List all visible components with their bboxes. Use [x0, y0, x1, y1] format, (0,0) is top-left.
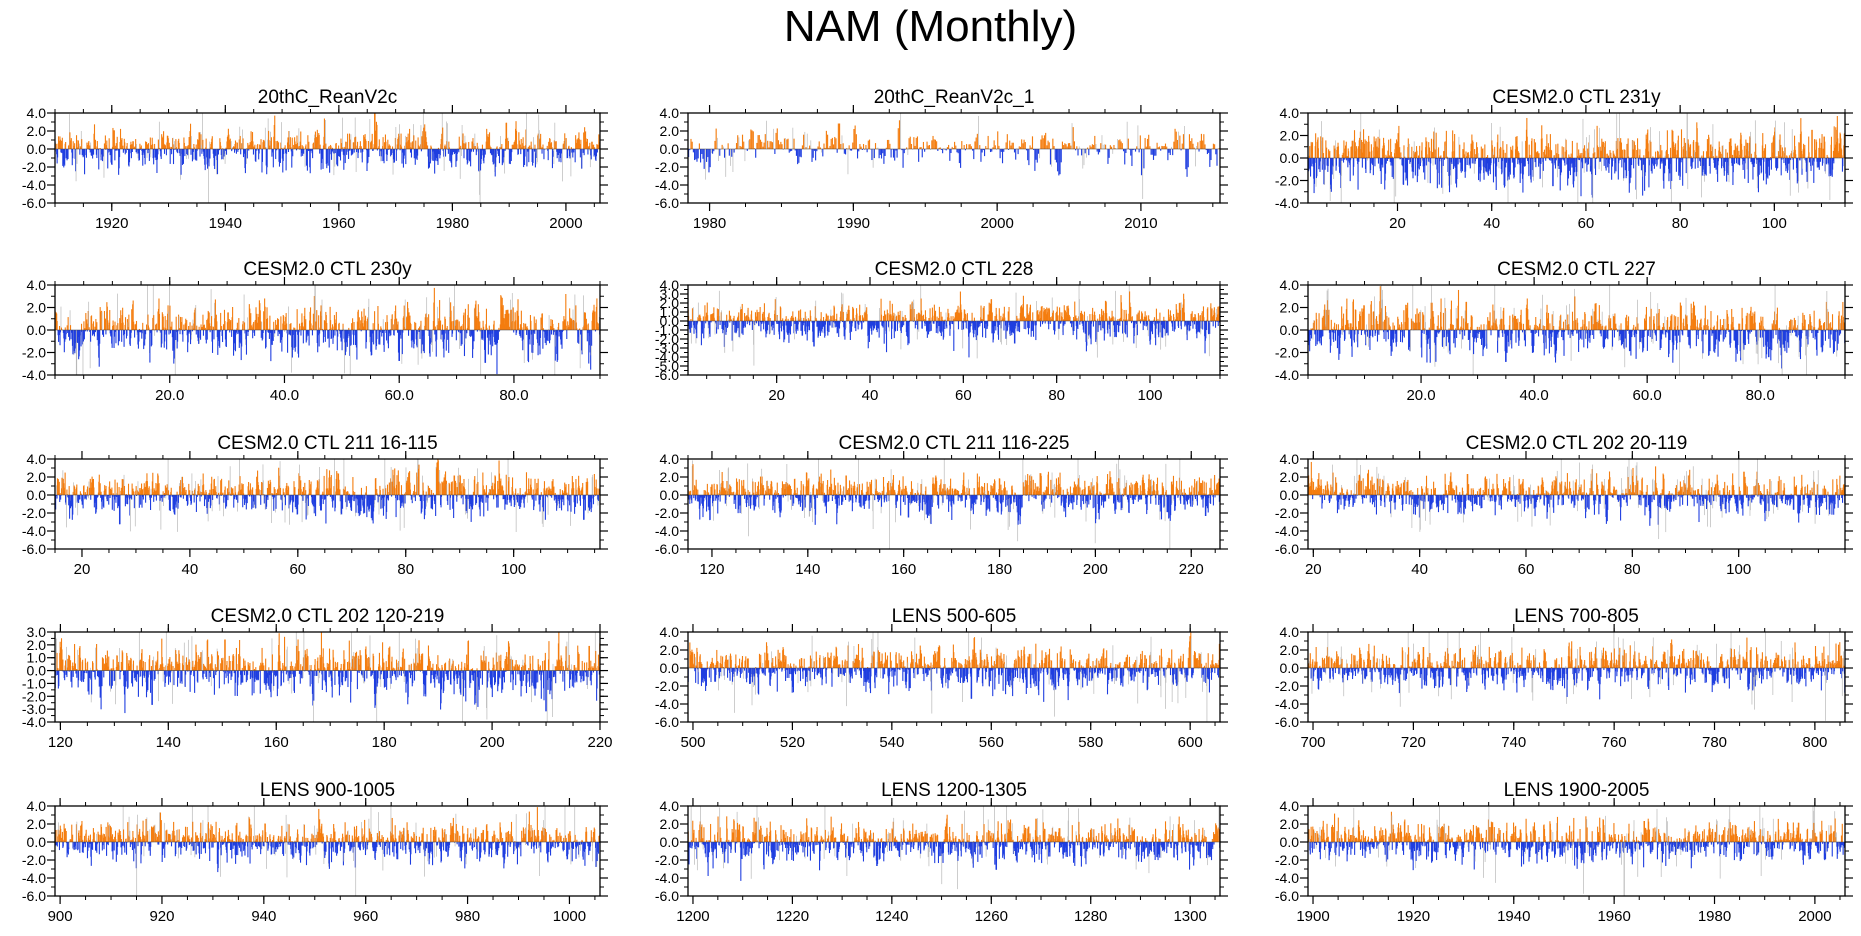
chart-panel: CESM2.0 CTL 231y 4.0 2.0 0.0 -2.0 -4.0 20 40 60 8…	[1275, 87, 1853, 232]
x-tick-label: 1980	[436, 215, 469, 232]
bar-series	[1307, 113, 1846, 203]
chart-panel: 20thC_ReanV2c 4.0 2.0 0.0 -2.0 -4.0 -6.0 1920 19…	[22, 87, 608, 232]
x-tick-label: 60	[1578, 215, 1595, 232]
y-tick-label: -2.0	[22, 345, 46, 361]
x-tick-label: 20.0	[155, 387, 184, 404]
x-tick-label: 1940	[209, 215, 242, 232]
y-tick-label: -2.0	[22, 159, 46, 175]
panel-title: 20thC_ReanV2c	[258, 87, 397, 108]
x-tick-label: 1990	[837, 215, 870, 232]
panel-title: CESM2.0 CTL 231y	[1492, 87, 1661, 108]
y-tick-label: 4.0	[660, 105, 680, 121]
chart-panel: CESM2.0 CTL 2284.03.02.01.00.0-1.0-2.0-3…	[655, 259, 1228, 404]
x-tick-label: 1980	[693, 215, 726, 232]
y-tick-label: 4.0	[27, 105, 47, 121]
x-tick-label: 1960	[322, 215, 355, 232]
x-tick-label: 2000	[549, 215, 582, 232]
x-tick-label: 100	[1762, 215, 1787, 232]
x-tick-label: 2000	[980, 215, 1013, 232]
figure-title: NAM (Monthly)	[0, 2, 1861, 52]
panel-title: CESM2.0 CTL 228	[875, 259, 1034, 280]
y-tick-label: 2.0	[1280, 128, 1300, 144]
y-tick-label: 0.0	[27, 322, 47, 338]
chart-panel: CESM2.0 CTL 230y 4.0 2.0 0.0 -2.0 -4.0 20.0 40.…	[22, 259, 608, 404]
y-tick-label: -6.0	[655, 195, 679, 211]
y-tick-label: 2.0	[27, 123, 47, 139]
panel-title: 20thC_ReanV2c_1	[874, 87, 1035, 108]
panel-frame	[687, 112, 1221, 204]
y-tick-label: 4.0	[27, 277, 47, 293]
x-tick-label: 80	[1672, 215, 1689, 232]
panel-title: CESM2.0 CTL 230y	[243, 259, 412, 280]
y-tick-label: 2.0	[27, 300, 47, 316]
y-tick-label: -6.0	[22, 195, 46, 211]
y-tick-label: 2.0	[660, 123, 680, 139]
x-tick-label: 60.0	[385, 387, 414, 404]
y-tick-label: 0.0	[660, 141, 680, 157]
y-tick-label: -4.0	[22, 177, 46, 193]
x-tick-label: 1920	[95, 215, 128, 232]
y-tick-label: -4.0	[22, 367, 46, 383]
bar-series	[687, 285, 1221, 366]
y-tick-label: -4.0	[1275, 195, 1299, 211]
y-tick-label: 0.0	[27, 141, 47, 157]
y-tick-label: -4.0	[655, 177, 679, 193]
x-tick-label: 40	[1483, 215, 1500, 232]
bar-series	[54, 113, 601, 203]
y-tick-label: -2.0	[655, 159, 679, 175]
x-tick-label: 2010	[1124, 215, 1157, 232]
x-tick-label: 40.0	[270, 387, 299, 404]
bar-series	[688, 113, 1220, 199]
x-tick-label: 80.0	[499, 387, 528, 404]
x-tick-label: 20	[1389, 215, 1406, 232]
y-tick-label: 0.0	[1280, 150, 1300, 166]
bar-series	[54, 285, 601, 375]
y-tick-label: -2.0	[1275, 173, 1299, 189]
chart-panel: 20thC_ReanV2c_1 4.0 2.0 0.0 -2.0 -4.0 -6.0 1980…	[655, 87, 1228, 232]
y-tick-label: 4.0	[1280, 105, 1300, 121]
